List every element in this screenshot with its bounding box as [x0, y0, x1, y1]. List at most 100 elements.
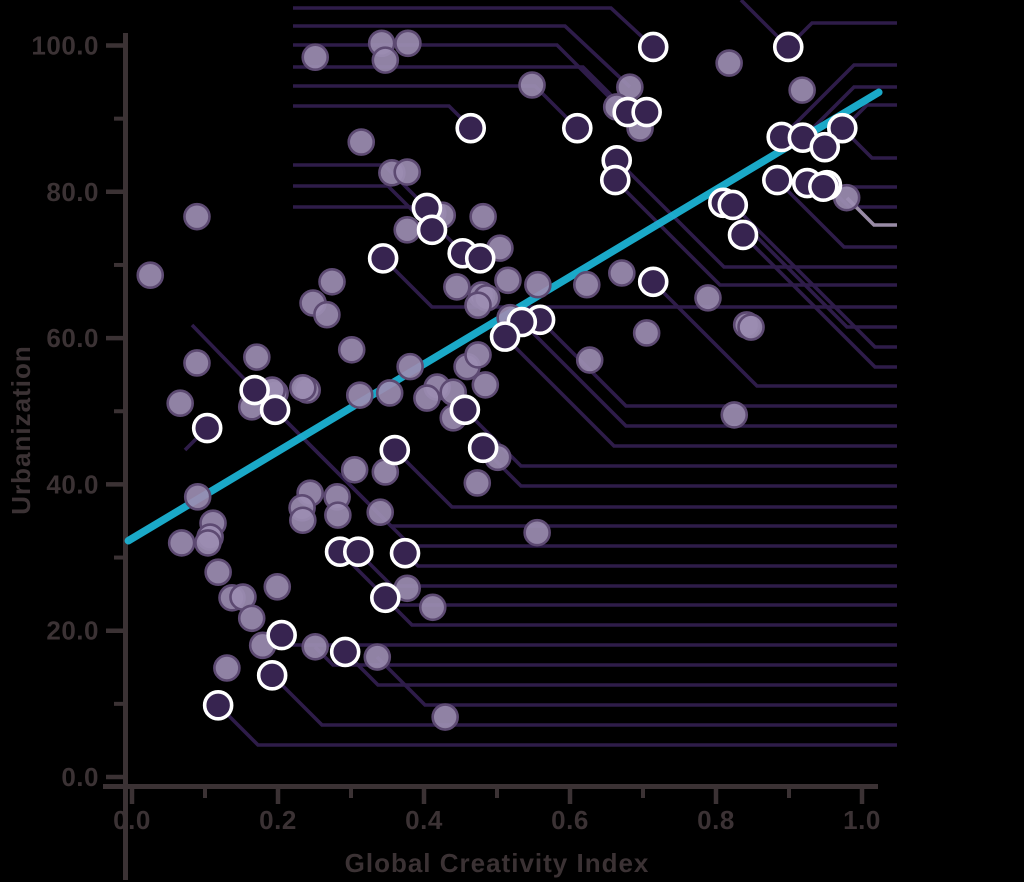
highlighted-data-point[interactable] — [772, 31, 804, 63]
data-point[interactable] — [183, 483, 212, 511]
data-point[interactable] — [347, 128, 376, 156]
data-point[interactable] — [183, 202, 211, 231]
y-axis-spine — [123, 33, 128, 880]
highlighted-data-point[interactable] — [637, 266, 669, 298]
leader-line — [780, 63, 897, 139]
leader-line — [293, 24, 632, 89]
leader-line — [520, 320, 897, 428]
data-point[interactable] — [243, 343, 271, 371]
data-point[interactable] — [494, 266, 522, 295]
data-point[interactable] — [183, 349, 211, 377]
data-point[interactable] — [194, 529, 222, 557]
data-point[interactable] — [518, 71, 546, 99]
data-point[interactable] — [464, 341, 492, 369]
data-point[interactable] — [313, 300, 341, 329]
highlighted-data-point[interactable] — [826, 112, 858, 144]
data-point[interactable] — [523, 518, 551, 547]
data-point[interactable] — [318, 267, 346, 296]
x-tick-label: 0.0 — [113, 805, 151, 835]
data-point[interactable] — [715, 49, 743, 77]
data-point[interactable] — [431, 703, 459, 731]
data-point[interactable] — [737, 313, 765, 341]
data-point[interactable] — [237, 604, 266, 633]
data-point[interactable] — [340, 455, 369, 484]
data-point[interactable] — [469, 202, 497, 231]
highlighted-data-point[interactable] — [416, 214, 448, 246]
highlighted-data-point[interactable] — [266, 619, 297, 651]
leader-line — [375, 655, 897, 707]
data-point[interactable] — [337, 336, 366, 364]
data-point[interactable] — [363, 643, 392, 671]
highlighted-data-point[interactable] — [449, 394, 481, 426]
data-point[interactable] — [289, 374, 317, 402]
leader-line — [721, 201, 897, 329]
data-point[interactable] — [366, 498, 395, 526]
highlighted-data-point[interactable] — [389, 537, 421, 569]
highlighted-data-point[interactable] — [239, 374, 270, 406]
data-point[interactable] — [204, 558, 232, 586]
data-point[interactable] — [301, 632, 330, 661]
highlighted-data-point[interactable] — [808, 171, 839, 202]
data-point[interactable] — [463, 469, 492, 497]
highlighted-data-point[interactable] — [256, 660, 288, 691]
data-point[interactable] — [394, 29, 422, 58]
x-tick-label: 0.8 — [697, 805, 735, 835]
highlighted-data-point[interactable] — [259, 394, 291, 426]
data-point[interactable] — [464, 291, 492, 319]
leader-line — [538, 318, 897, 408]
data-point[interactable] — [301, 43, 330, 72]
data-point[interactable] — [136, 261, 165, 289]
highlighted-data-point[interactable] — [631, 96, 662, 128]
data-point[interactable] — [393, 158, 422, 186]
data-point[interactable] — [788, 76, 816, 104]
highlighted-data-point[interactable] — [370, 582, 401, 614]
data-point[interactable] — [396, 352, 424, 381]
data-point[interactable] — [720, 401, 749, 429]
leader-line — [651, 280, 897, 388]
highlighted-data-point[interactable] — [191, 412, 223, 444]
highlighted-data-point[interactable] — [717, 189, 749, 221]
data-point[interactable] — [443, 273, 471, 301]
data-point[interactable] — [572, 270, 601, 299]
leader-line — [293, 104, 473, 130]
highlighted-data-point[interactable] — [599, 164, 631, 196]
data-point[interactable] — [213, 654, 241, 682]
data-point[interactable] — [371, 46, 400, 74]
data-point[interactable] — [393, 216, 422, 244]
x-tick-label: 0.4 — [405, 805, 443, 835]
data-point[interactable] — [575, 346, 604, 374]
data-point[interactable] — [167, 529, 196, 557]
data-point[interactable] — [289, 506, 317, 535]
highlighted-data-point[interactable] — [379, 434, 411, 466]
highlighted-data-point[interactable] — [455, 112, 487, 144]
data-point[interactable] — [608, 259, 636, 287]
data-point[interactable] — [471, 371, 500, 399]
highlighted-data-point[interactable] — [342, 536, 374, 567]
highlighted-data-point[interactable] — [467, 432, 499, 464]
highlighted-data-point[interactable] — [489, 321, 521, 352]
data-point[interactable] — [632, 319, 661, 347]
data-point[interactable] — [263, 573, 292, 601]
y-tick-label: 100.0 — [31, 31, 99, 61]
leader-line — [503, 335, 897, 448]
highlighted-data-point[interactable] — [762, 164, 793, 196]
data-point[interactable] — [524, 270, 552, 299]
data-point[interactable] — [345, 381, 374, 409]
data-point[interactable] — [375, 379, 404, 407]
data-point[interactable] — [694, 284, 722, 312]
highlighted-data-point[interactable] — [202, 690, 234, 721]
data-point[interactable] — [324, 501, 352, 529]
highlighted-data-point[interactable] — [367, 243, 399, 274]
highlighted-data-point[interactable] — [809, 131, 841, 163]
highlighted-data-point[interactable] — [561, 112, 593, 144]
data-point[interactable] — [418, 593, 447, 622]
highlighted-data-point[interactable] — [727, 219, 759, 251]
data-point[interactable] — [166, 389, 194, 418]
leader-line — [383, 596, 897, 627]
data-point[interactable] — [413, 384, 441, 412]
highlighted-data-point[interactable] — [637, 31, 669, 63]
highlighted-data-point[interactable] — [329, 636, 361, 668]
x-tick-label: 0.2 — [259, 805, 297, 835]
highlighted-data-point[interactable] — [464, 243, 496, 274]
